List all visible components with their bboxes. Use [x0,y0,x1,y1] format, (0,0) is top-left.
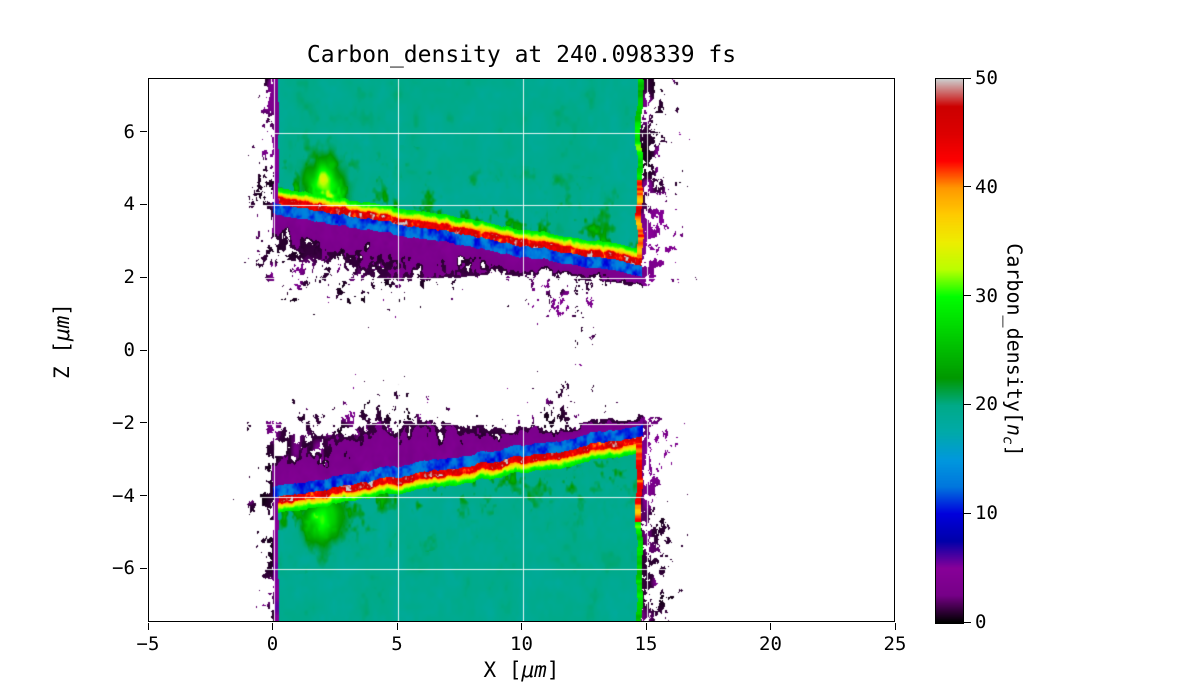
colorbar-tick-mark [964,403,971,405]
colorbar [935,78,964,624]
colorbar-tick-mark [964,512,971,514]
y-tick-label: 2 [123,266,135,289]
x-tick-mark [521,623,522,630]
y-tick-mark [140,422,147,424]
y-tick-mark [140,276,147,278]
y-axis-label-prefix: Z [ [50,341,74,379]
colorbar-tick-label: 20 [975,393,998,416]
chart-title: Carbon_density at 240.098339 fs [306,42,737,68]
x-tick-mark [147,623,149,630]
colorbar-tick-label: 0 [975,611,987,633]
x-tick-label: 5 [391,633,403,655]
colorbar-label-prefix: Carbon_density[ [1002,243,1027,424]
y-axis-unit: μm [50,315,74,342]
x-axis-label-prefix: X [ [483,658,522,682]
y-tick-label: 6 [123,120,135,143]
y-tick-label: 0 [123,339,135,361]
colorbar-label: Carbon_density[nc] [1000,243,1027,456]
y-tick-mark [140,203,147,205]
y-axis-label: Z [μm] [50,303,74,379]
x-axis-label-suffix: ] [546,658,560,682]
y-axis-label-suffix: ] [50,303,74,316]
y-tick-mark [140,495,147,497]
x-tick-mark [770,623,771,630]
x-tick-label: 25 [883,633,907,655]
x-tick-mark [645,623,647,630]
x-tick-label: 10 [510,633,533,655]
x-tick-mark [272,623,273,630]
y-tick-label: −4 [112,484,135,507]
colorbar-tick-label: 40 [975,175,998,198]
y-tick-label: −6 [112,557,135,580]
colorbar-tick-label: 10 [975,502,998,525]
plot-area [148,78,895,622]
colorbar-tick-mark [964,295,971,297]
x-tick-label: −5 [136,633,160,655]
x-tick-label: 0 [266,633,279,655]
colorbar-tick-label: 30 [975,284,998,307]
x-axis-label: X [μm] [148,658,895,682]
y-tick-label: −2 [112,411,135,434]
colorbar-canvas [936,79,963,623]
x-tick-mark [894,623,896,630]
colorbar-tick-mark [964,186,971,188]
colorbar-label-var: n [1002,423,1027,436]
colorbar-tick-label: 50 [975,67,998,89]
x-tick-label: 20 [759,633,782,655]
y-tick-label: 4 [123,193,135,216]
x-tick-label: 15 [634,633,658,655]
x-axis-unit: μm [521,658,547,682]
heatmap-canvas [149,79,894,621]
colorbar-tick-mark [964,77,971,79]
colorbar-label-suffix: ] [1002,444,1027,457]
y-tick-mark [140,567,147,569]
colorbar-tick-mark [964,621,971,623]
y-tick-mark [140,131,147,133]
x-tick-mark [396,623,398,630]
y-tick-mark [140,349,147,351]
